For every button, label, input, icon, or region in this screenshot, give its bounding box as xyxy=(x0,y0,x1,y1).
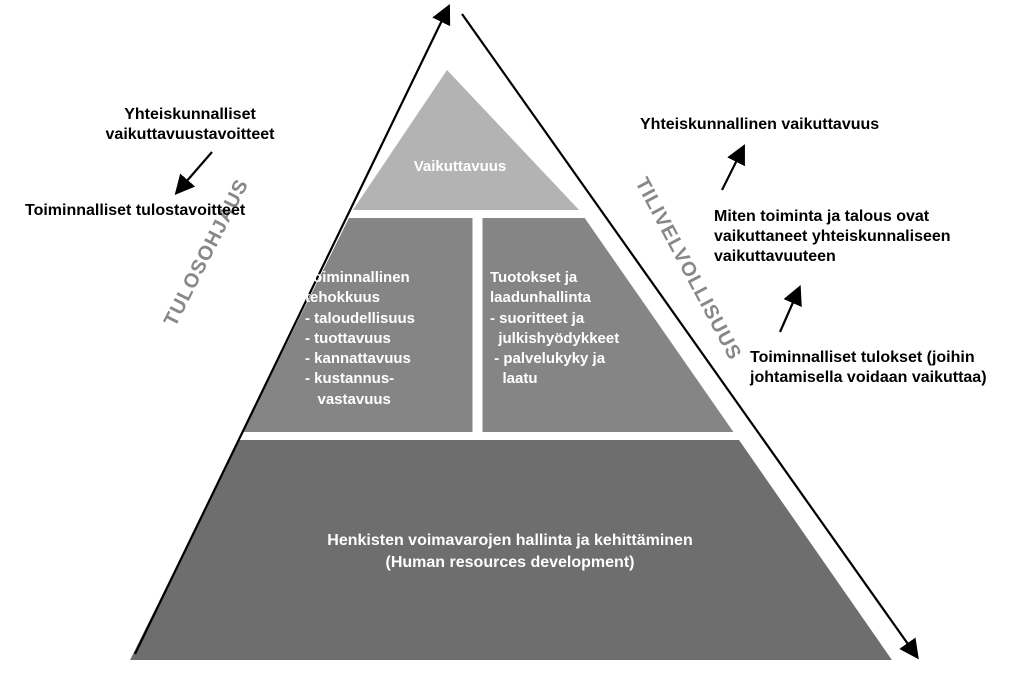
right-label-top: Yhteiskunnallinen vaikuttavuus xyxy=(640,115,970,135)
left-label-upper: Yhteiskunnalliset vaikuttavuustavoitteet xyxy=(85,105,295,145)
tier-base-block: Henkisten voimavarojen hallinta ja kehit… xyxy=(210,530,810,575)
mid-right-bullet-2: - palvelukyky ja laatu xyxy=(490,349,680,390)
right-small-arrow-2 xyxy=(780,291,798,332)
right-label-low: Toiminnalliset tulokset (joihin johtamis… xyxy=(750,348,1024,388)
tier-mid-left-block: Toiminnallinen tehokkuus - taloudellisuu… xyxy=(305,268,485,410)
tier-mid-right-block: Tuotokset ja laadunhallinta - suoritteet… xyxy=(490,268,680,390)
right-label-mid: Miten toiminta ja talous ovat vaikuttane… xyxy=(714,207,1014,267)
pyramid-stage: TULOSOHJAUS TILIVELVOLLISUUS Vaikuttavuu… xyxy=(0,0,1024,682)
tier-base-line1: Henkisten voimavarojen hallinta ja kehit… xyxy=(210,530,810,552)
mid-left-bullet-3: - kannattavuus xyxy=(305,349,485,369)
mid-left-bullet-2: - tuottavuus xyxy=(305,329,485,349)
right-small-arrow-1 xyxy=(722,150,742,190)
tier-base-line2: (Human resources development) xyxy=(210,552,810,574)
mid-left-bullet-4: - kustannus- vastavuus xyxy=(305,369,485,410)
mid-left-title: Toiminnallinen tehokkuus xyxy=(305,268,485,309)
left-small-arrow xyxy=(179,152,212,190)
mid-left-bullet-1: - taloudellisuus xyxy=(305,309,485,329)
mid-right-title: Tuotokset ja laadunhallinta xyxy=(490,268,680,309)
mid-right-bullet-1: - suoritteet ja julkishyödykkeet xyxy=(490,309,680,350)
tier-top xyxy=(353,70,579,210)
tier-top-label: Vaikuttavuus xyxy=(360,158,560,175)
left-label-lower: Toiminnalliset tulostavoitteet xyxy=(25,201,285,221)
